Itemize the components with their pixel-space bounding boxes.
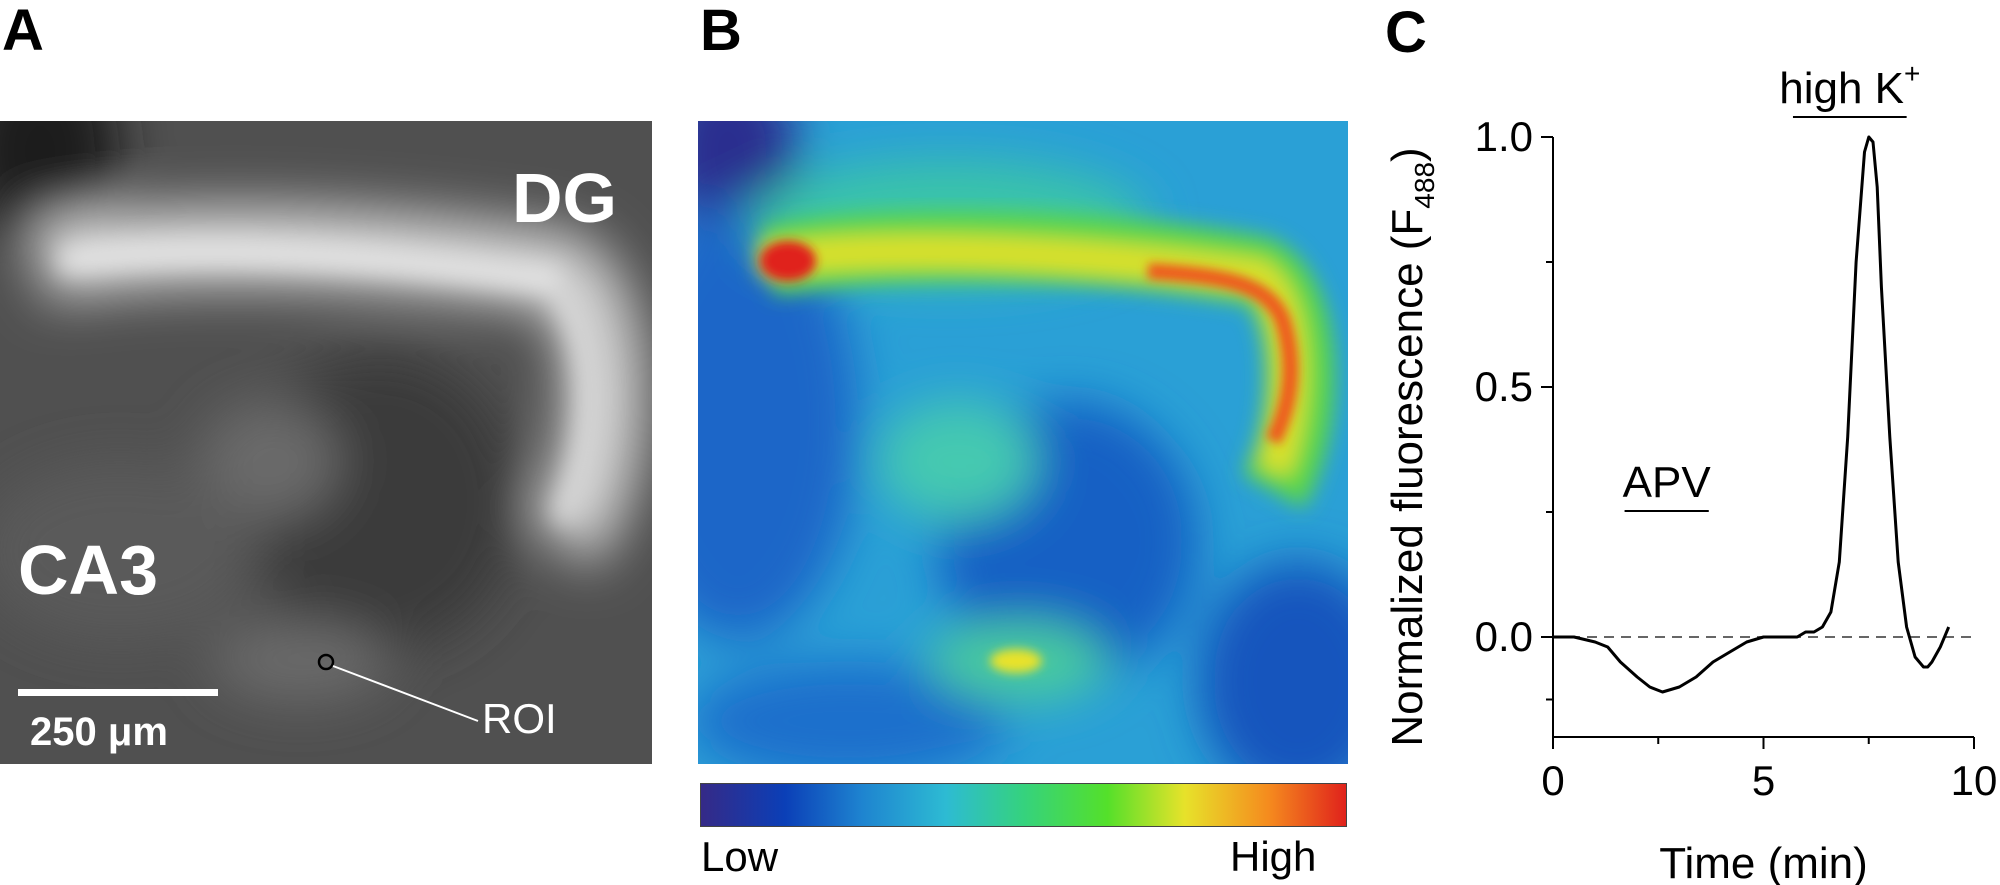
roi-pointer	[332, 665, 479, 722]
y-tick-label: 0.5	[1475, 363, 1533, 410]
roi-label: ROI	[482, 695, 557, 742]
y-axis-label: Normalized fluorescence (F488)	[1383, 147, 1440, 746]
colorbar	[700, 783, 1347, 827]
x-tick-label: 10	[1951, 757, 1998, 804]
micrograph-grayscale: DG CA3 250 μm ROI	[0, 121, 652, 764]
x-tick-label: 5	[1752, 757, 1775, 804]
colorbar-low-label: Low	[701, 833, 779, 880]
micrograph-pseudocolor	[698, 121, 1348, 764]
annotation-label: APV	[1623, 458, 1712, 507]
region-label-dg: DG	[512, 159, 617, 237]
panel-letter-b: B	[700, 0, 742, 63]
series-line	[1553, 135, 1951, 694]
colorbar-high-label: High	[1230, 833, 1317, 880]
y-tick-label: 0.0	[1475, 613, 1533, 660]
panel-letter-c: C	[1385, 0, 1427, 65]
annotation-label: high K+	[1779, 58, 1920, 113]
y-tick-label: 1.0	[1475, 113, 1533, 160]
scale-bar	[18, 689, 218, 696]
x-axis-label: Time (min)	[1659, 839, 1868, 885]
x-tick-label: 0	[1541, 757, 1564, 804]
region-label-ca3: CA3	[18, 531, 159, 609]
scale-bar-label: 250 μm	[30, 710, 168, 754]
panel-letter-a: A	[2, 0, 44, 63]
roi-marker	[317, 653, 335, 671]
